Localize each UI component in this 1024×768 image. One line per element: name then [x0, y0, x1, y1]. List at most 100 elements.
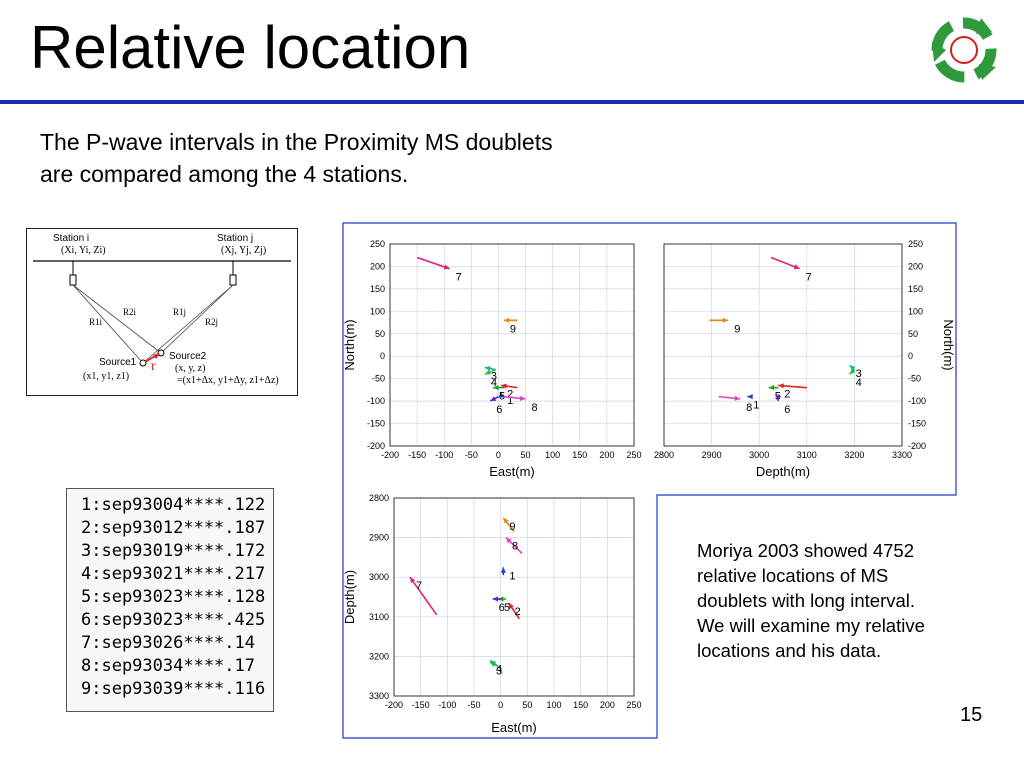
arrowhead-6 — [775, 395, 781, 402]
y-tick-label: 50 — [908, 329, 918, 339]
doublet-row: 2:sep93012****.187 — [81, 518, 266, 538]
arrowhead-4 — [484, 369, 491, 375]
title-underline — [0, 100, 1024, 104]
arrowhead-2 — [501, 383, 507, 389]
note-line: Moriya 2003 showed 4752 — [697, 540, 915, 561]
x-tick-label: 200 — [600, 700, 615, 710]
y-tick-label: 250 — [370, 239, 385, 249]
doublet-row: 8:sep93034****.17 — [81, 656, 255, 676]
doublet-row: 6:sep93023****.425 — [81, 610, 266, 630]
doublet-row: 4:sep93021****.217 — [81, 564, 266, 584]
point-label-7: 7 — [416, 580, 422, 592]
point-label-4: 4 — [491, 377, 497, 389]
y-tick-label: 2800 — [369, 493, 389, 503]
x-tick-label: -150 — [408, 450, 426, 460]
arrowhead-9 — [722, 317, 729, 323]
plot-axes-box — [393, 497, 635, 697]
ray-r2i — [72, 284, 162, 354]
point-label-8: 8 — [532, 402, 538, 414]
y-tick-label: 0 — [380, 351, 385, 361]
point-label-6: 6 — [496, 404, 502, 416]
doublet-row: 5:sep93023****.128 — [81, 587, 266, 607]
station-j-coords: (Xj, Yj, Zj) — [221, 245, 267, 256]
page-number: 15 — [960, 704, 983, 726]
x-tick-label: 0 — [498, 700, 503, 710]
point-label-7: 7 — [456, 272, 462, 284]
ray-label-r2j: R2j — [205, 317, 219, 327]
arrowhead-9 — [503, 317, 510, 323]
source1-label: Source1 — [99, 357, 137, 368]
y-tick-label: -100 — [367, 396, 385, 406]
arrowhead-4 — [849, 368, 856, 375]
x-axis-label: East(m) — [489, 464, 535, 479]
arrowhead-1 — [498, 392, 504, 398]
x-tick-label: 3300 — [892, 450, 912, 460]
y-tick-label: 150 — [370, 284, 385, 294]
x-tick-label: -100 — [438, 700, 456, 710]
x-tick-label: 2900 — [702, 450, 722, 460]
arrowhead-8 — [519, 395, 526, 401]
y-tick-label: -100 — [908, 396, 926, 406]
point-label-8: 8 — [746, 402, 752, 414]
note-line: relative locations of MS — [697, 565, 889, 586]
note-line: We will examine my relative — [697, 615, 925, 636]
y-tick-label: 3200 — [369, 651, 389, 661]
x-tick-label: -50 — [467, 700, 480, 710]
point-label-6: 6 — [784, 404, 790, 416]
source2-label: Source2 — [169, 351, 207, 362]
intro-line: The P-wave intervals in the Proximity MS… — [40, 129, 553, 155]
arrowhead-7 — [410, 577, 416, 584]
doublet-row: 7:sep93026****.14 — [81, 633, 255, 653]
r-label: r — [151, 359, 156, 374]
y-tick-label: 200 — [370, 261, 385, 271]
slide-title: Relative location — [30, 14, 471, 81]
y-axis-label: North(m) — [941, 319, 956, 370]
x-tick-label: 50 — [521, 450, 531, 460]
y-tick-label: -150 — [367, 419, 385, 429]
station-i-coords: (Xi, Yi, Zi) — [61, 245, 106, 256]
point-label-1: 1 — [509, 570, 515, 582]
point-label-5: 5 — [504, 602, 510, 614]
ray-r1j — [142, 284, 234, 364]
arrowhead-8 — [506, 537, 512, 544]
plots-frame — [342, 222, 957, 739]
point-label-8: 8 — [512, 541, 518, 553]
doublet-row: 3:sep93019****.172 — [81, 541, 266, 561]
point-label-4: 4 — [856, 377, 862, 389]
y-tick-label: 0 — [908, 351, 913, 361]
y-axis-label: North(m) — [342, 319, 357, 370]
point-label-4: 4 — [496, 663, 502, 675]
point-label-2: 2 — [507, 388, 513, 400]
arrowhead-7 — [793, 264, 800, 270]
x-tick-label: -50 — [465, 450, 478, 460]
arrowhead-6 — [492, 596, 499, 602]
y-tick-label: 200 — [908, 261, 923, 271]
arrowhead-3 — [484, 365, 491, 372]
x-tick-label: -200 — [381, 450, 399, 460]
point-label-9: 9 — [509, 521, 515, 533]
x-tick-label: 200 — [599, 450, 614, 460]
station-j-marker — [229, 274, 237, 286]
source2-coords: (x, y, z) — [175, 363, 206, 374]
x-tick-label: 150 — [572, 450, 587, 460]
ray-r2j — [160, 284, 234, 354]
x-tick-label: 3200 — [844, 450, 864, 460]
location-arrow-7 — [409, 576, 438, 616]
y-tick-label: -50 — [908, 374, 921, 384]
ray-label-r1j: R1j — [173, 307, 187, 317]
y-tick-label: -200 — [908, 441, 926, 451]
arrowhead-1 — [500, 567, 506, 573]
ray-r1i — [72, 284, 144, 364]
intro-text: The P-wave intervals in the Proximity MS… — [40, 126, 720, 190]
doublet-row: 1:sep93004****.122 — [81, 495, 266, 515]
geometry-drawing — [33, 260, 291, 367]
point-label-2: 2 — [784, 388, 790, 400]
ray-label-r2i: R2i — [123, 307, 137, 317]
arrowhead-5 — [498, 596, 504, 602]
y-tick-label: 3100 — [369, 612, 389, 622]
y-tick-label: 150 — [908, 284, 923, 294]
arrowhead-8 — [734, 395, 741, 401]
x-tick-label: -100 — [435, 450, 453, 460]
location-arrow-7 — [416, 256, 450, 270]
y-tick-label: 3000 — [369, 572, 389, 582]
